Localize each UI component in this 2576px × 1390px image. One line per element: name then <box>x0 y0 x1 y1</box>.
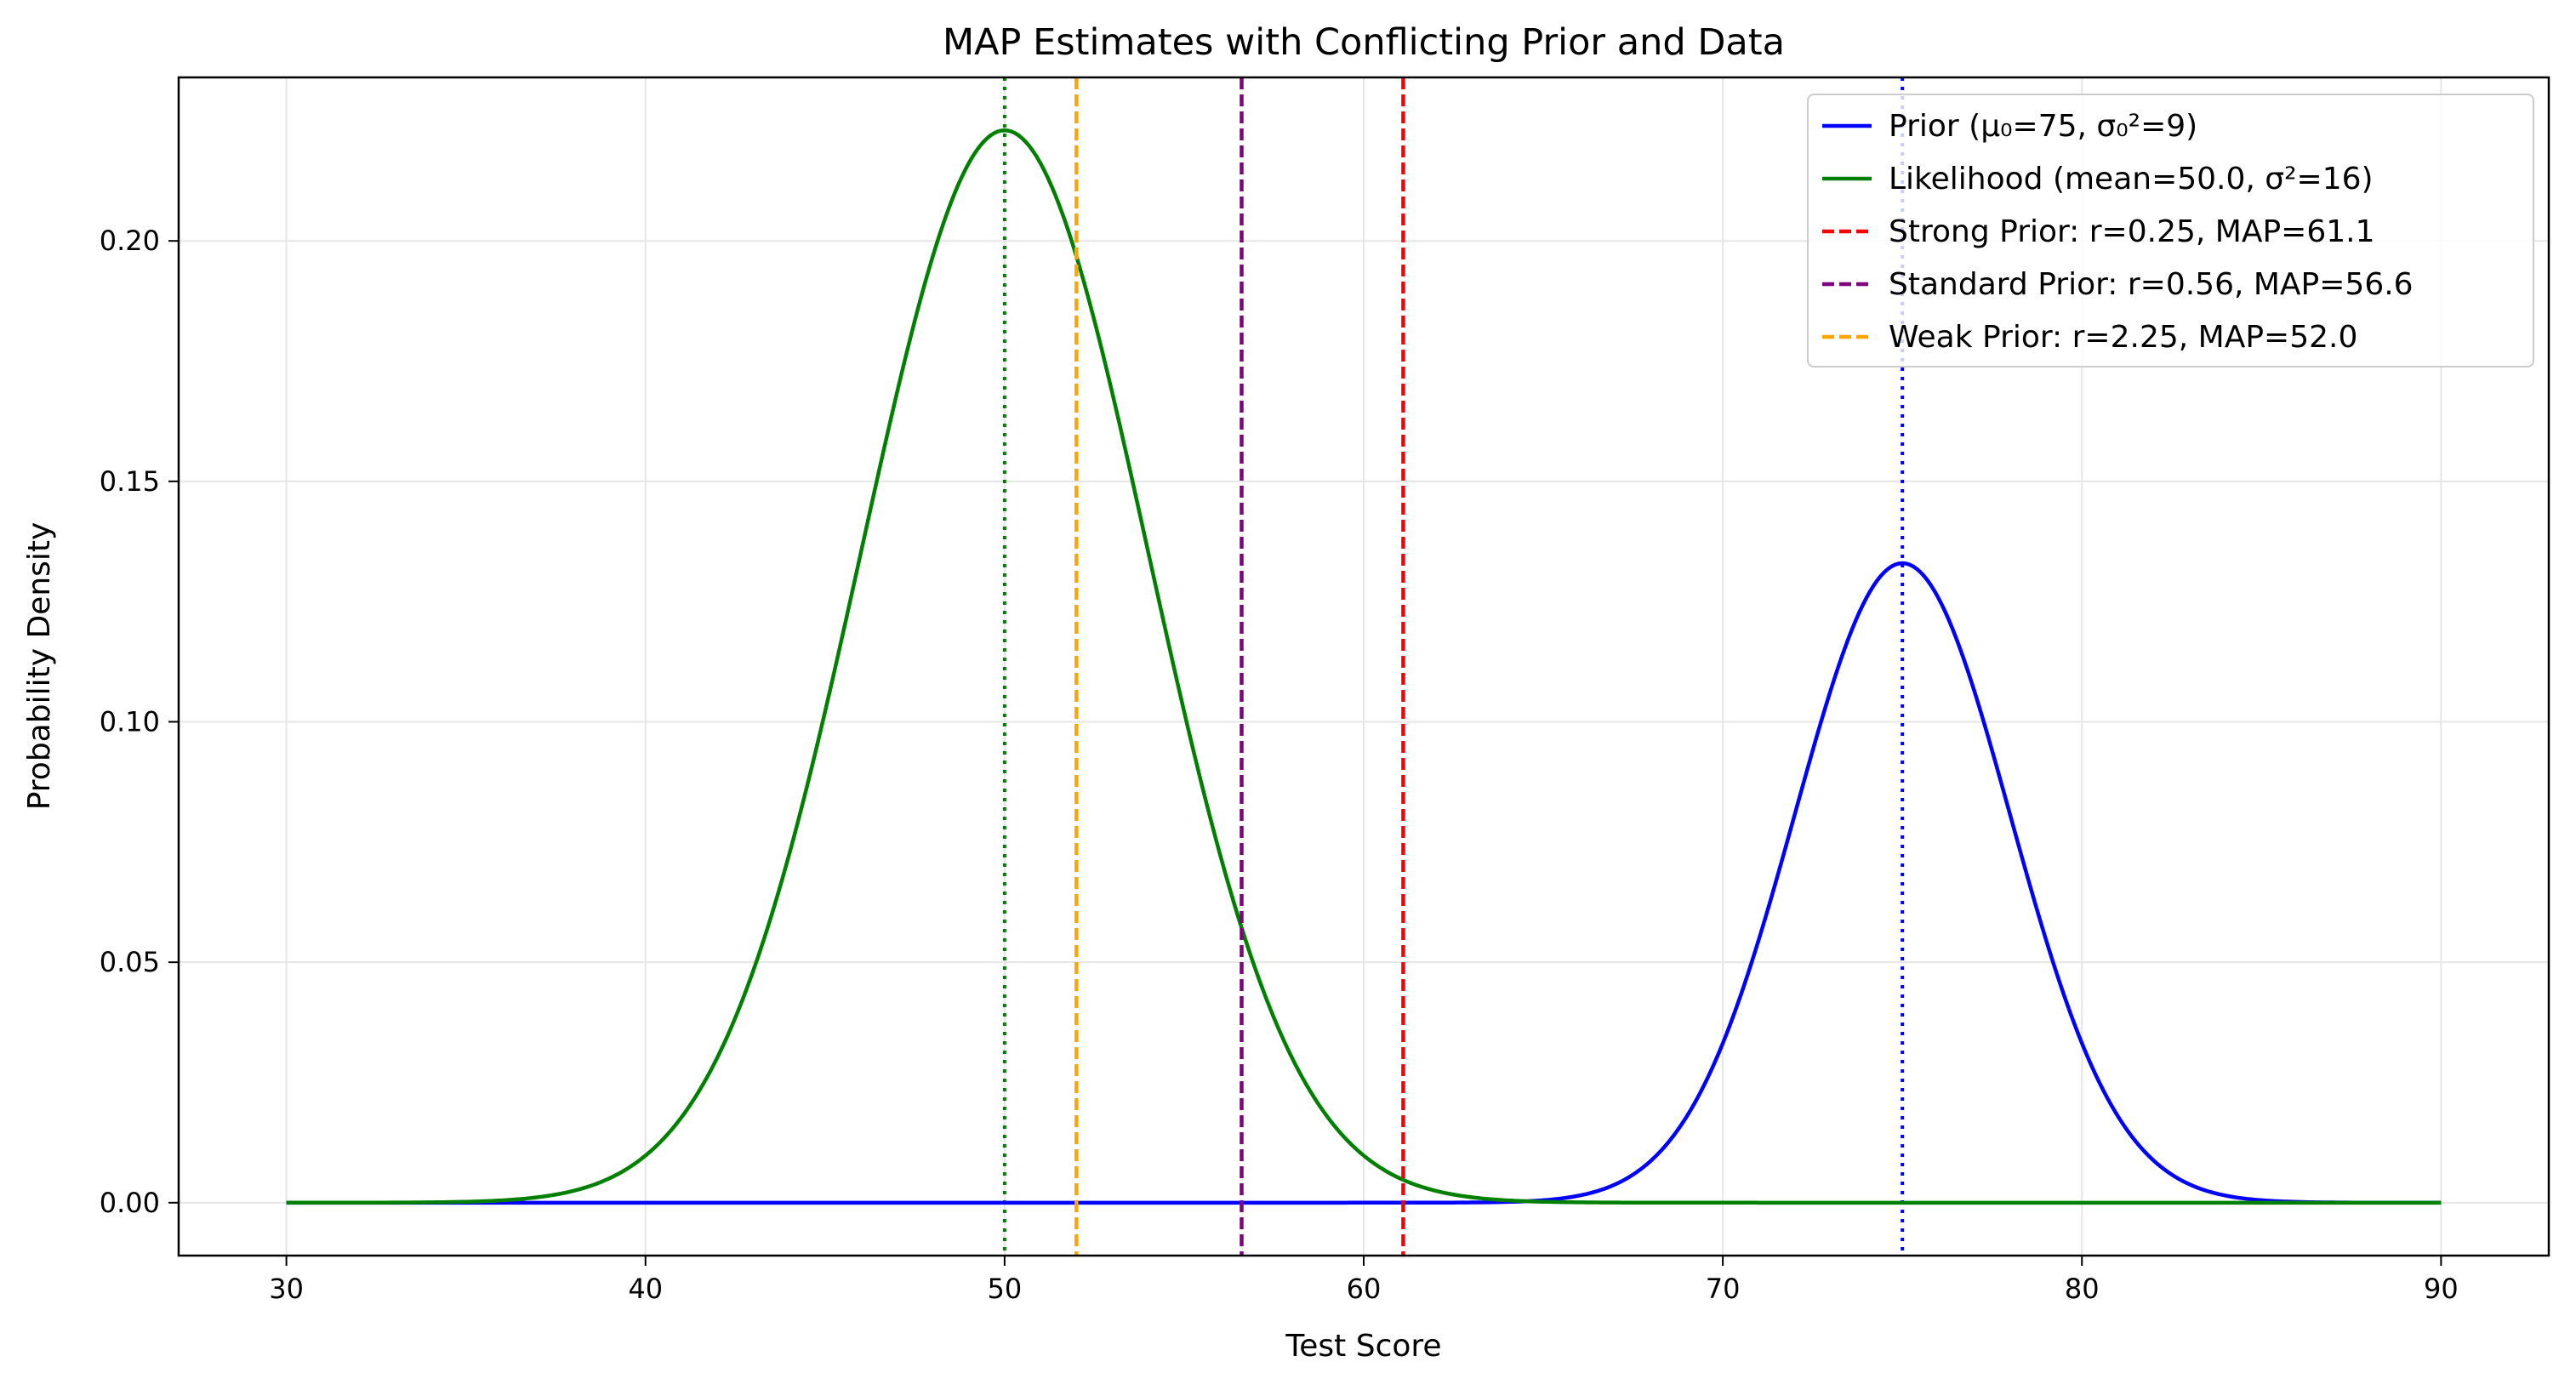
y-tick-label: 0.05 <box>100 946 160 978</box>
x-tick-label: 40 <box>628 1273 663 1305</box>
x-tick-label: 80 <box>2065 1273 2100 1305</box>
y-axis-label: Probability Density <box>22 522 57 811</box>
legend-label: Strong Prior: r=0.25, MAP=61.1 <box>1889 214 2374 249</box>
series-curve-1 <box>286 128 2442 1205</box>
x-axis-label: Test Score <box>1285 1329 1441 1364</box>
x-tick-label: 50 <box>988 1273 1023 1305</box>
y-tick-label: 0.10 <box>100 706 160 738</box>
legend-label: Prior (μ₀=75, σ₀²=9) <box>1889 109 2197 144</box>
x-tick-label: 90 <box>2424 1273 2459 1305</box>
legend: Prior (μ₀=75, σ₀²=9) Likelihood (mean=50.… <box>1807 94 2534 367</box>
axis-ticks: 30 40 50 60 70 80 90 0.00 0.05 0.10 0.15 0.20 <box>100 225 2459 1305</box>
x-tick-label: 30 <box>269 1273 304 1305</box>
y-tick-label: 0.00 <box>100 1187 160 1219</box>
x-tick-label: 60 <box>1347 1273 1382 1305</box>
plot-area <box>286 77 2442 1256</box>
legend-label: Standard Prior: r=0.56, MAP=56.6 <box>1889 267 2414 302</box>
y-tick-label: 0.15 <box>100 465 160 498</box>
legend-label: Likelihood (mean=50.0, σ²=16) <box>1889 162 2374 197</box>
legend-box <box>1807 94 2534 367</box>
x-tick-label: 70 <box>1706 1273 1741 1305</box>
chart-title: MAP Estimates with Conflicting Prior and… <box>943 21 1785 64</box>
legend-label: Weak Prior: r=2.25, MAP=52.0 <box>1889 320 2357 355</box>
y-tick-label: 0.20 <box>100 225 160 257</box>
series-curve-0 <box>286 561 2442 1205</box>
